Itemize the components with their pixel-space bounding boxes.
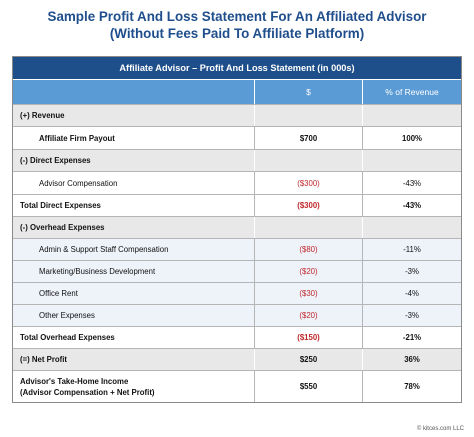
section-row-direct-expenses: (-) Direct Expenses — [13, 149, 461, 171]
row-percent — [362, 217, 461, 238]
table-row-affiliate-payout: Affiliate Firm Payout $700 100% — [13, 126, 461, 149]
row-value — [254, 150, 362, 171]
row-percent: -21% — [362, 327, 461, 348]
column-header-label — [13, 80, 254, 104]
title-line-1: Sample Profit And Loss Statement For An … — [47, 9, 427, 24]
copyright-footer: © kitces.com LLC — [416, 426, 464, 432]
pl-table: Affiliate Advisor – Profit And Loss Stat… — [12, 56, 462, 403]
row-percent — [362, 150, 461, 171]
table-row-other-expenses: Other Expenses ($20) -3% — [13, 304, 461, 326]
column-header-dollars: $ — [254, 80, 362, 104]
column-header-row: $ % of Revenue — [13, 79, 461, 104]
row-percent: 36% — [362, 349, 461, 370]
row-label: Total Overhead Expenses — [20, 333, 115, 342]
row-percent: -43% — [362, 195, 461, 216]
table-row-admin-support: Admin & Support Staff Compensation ($80)… — [13, 238, 461, 260]
row-label: Admin & Support Staff Compensation — [39, 245, 169, 254]
page-title: Sample Profit And Loss Statement For An … — [0, 8, 474, 42]
row-value — [254, 105, 362, 126]
row-value: ($150) — [254, 327, 362, 348]
row-value — [254, 217, 362, 238]
row-percent: 100% — [362, 127, 461, 149]
row-value: ($300) — [254, 195, 362, 216]
row-label: Marketing/Business Development — [39, 267, 156, 276]
table-row-office-rent: Office Rent ($30) -4% — [13, 282, 461, 304]
row-label: Advisor's Take-Home Income (Advisor Comp… — [13, 371, 254, 402]
row-label: Total Direct Expenses — [20, 201, 101, 210]
section-row-revenue: (+) Revenue — [13, 104, 461, 126]
row-label: (=) Net Profit — [20, 355, 67, 364]
row-value: ($20) — [254, 261, 362, 282]
column-header-percent: % of Revenue — [362, 80, 461, 104]
row-value: ($80) — [254, 239, 362, 260]
row-label: (+) Revenue — [20, 111, 65, 120]
total-row-direct-expenses: Total Direct Expenses ($300) -43% — [13, 194, 461, 216]
row-percent: -4% — [362, 283, 461, 304]
row-percent: -3% — [362, 261, 461, 282]
row-value: ($20) — [254, 305, 362, 326]
row-label-line-2: (Advisor Compensation + Net Profit) — [20, 387, 155, 397]
row-value: $250 — [254, 349, 362, 370]
table-row-advisor-compensation: Advisor Compensation ($300) -43% — [13, 171, 461, 194]
row-label: Affiliate Firm Payout — [39, 133, 115, 143]
section-row-overhead-expenses: (-) Overhead Expenses — [13, 216, 461, 238]
row-value: ($300) — [254, 172, 362, 194]
row-value: ($30) — [254, 283, 362, 304]
row-label: Advisor Compensation — [39, 178, 118, 188]
row-label: Other Expenses — [39, 311, 95, 320]
table-row-marketing: Marketing/Business Development ($20) -3% — [13, 260, 461, 282]
take-home-income-row: Advisor's Take-Home Income (Advisor Comp… — [13, 370, 461, 402]
row-value: $700 — [254, 127, 362, 149]
row-percent: -3% — [362, 305, 461, 326]
title-line-2: (Without Fees Paid To Affiliate Platform… — [109, 26, 365, 41]
net-profit-row: (=) Net Profit $250 36% — [13, 348, 461, 370]
row-label: Office Rent — [39, 289, 78, 298]
row-percent: -11% — [362, 239, 461, 260]
row-percent — [362, 105, 461, 126]
row-percent: -43% — [362, 172, 461, 194]
total-row-overhead-expenses: Total Overhead Expenses ($150) -21% — [13, 326, 461, 348]
table-header: Affiliate Advisor – Profit And Loss Stat… — [13, 57, 461, 79]
row-label: (-) Direct Expenses — [20, 156, 91, 165]
row-percent: 78% — [362, 371, 461, 402]
row-label: (-) Overhead Expenses — [20, 223, 105, 232]
row-value: $550 — [254, 371, 362, 402]
row-label-line-1: Advisor's Take-Home Income — [20, 376, 129, 386]
